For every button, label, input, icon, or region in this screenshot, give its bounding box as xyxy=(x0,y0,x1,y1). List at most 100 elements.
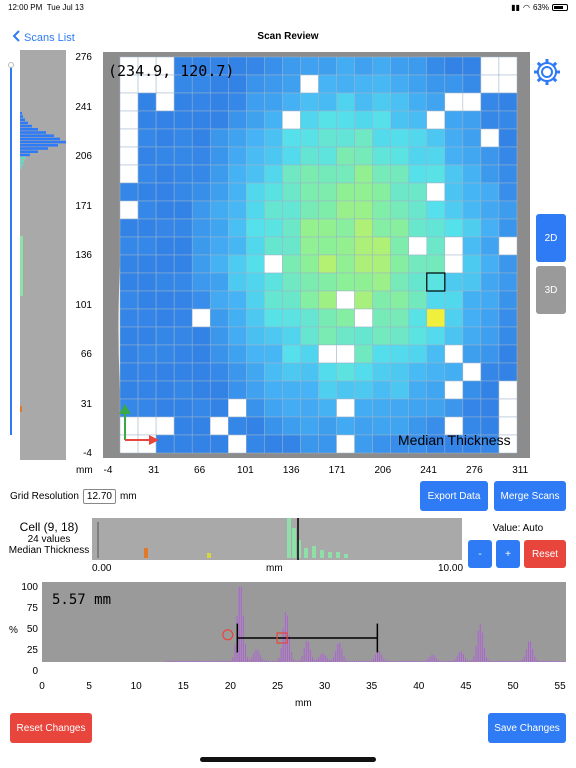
distribution-x-tick: 40 xyxy=(413,681,425,692)
heatmap-cell xyxy=(444,236,464,256)
heatmap-cell xyxy=(318,110,337,130)
side-hist-bar xyxy=(20,131,46,134)
heatmap-cell xyxy=(209,398,229,418)
heatmap-cell xyxy=(462,110,482,130)
heatmap-cell xyxy=(498,362,518,382)
heatmap-cell xyxy=(155,308,175,328)
heatmap-x-tick: 311 xyxy=(512,465,529,476)
heatmap-cell xyxy=(264,362,283,382)
decrease-button[interactable]: - xyxy=(468,540,492,568)
heatmap-cell xyxy=(282,434,301,454)
heatmap-cell xyxy=(137,110,157,130)
export-data-button[interactable]: Export Data xyxy=(420,481,488,511)
heatmap-cell xyxy=(155,146,175,166)
increase-button[interactable]: + xyxy=(496,540,520,568)
cell-hist-bar xyxy=(328,552,332,558)
heatmap-cell xyxy=(480,254,500,274)
heatmap-cell xyxy=(264,290,283,310)
heatmap-cell xyxy=(173,434,193,454)
scroll-knob[interactable] xyxy=(8,62,14,68)
value-reset-button[interactable]: Reset xyxy=(524,540,566,568)
heatmap-cell xyxy=(191,236,211,256)
heatmap-cell xyxy=(209,92,229,112)
heatmap-cell xyxy=(462,398,482,418)
heatmap-cell xyxy=(354,164,373,184)
heatmap-cell xyxy=(390,128,409,148)
heatmap-cell xyxy=(498,128,518,148)
side-hist-bar xyxy=(20,406,22,412)
heatmap-cell xyxy=(318,182,337,202)
heatmap-cell xyxy=(119,128,139,148)
back-button[interactable]: Scans List xyxy=(12,30,75,45)
heatmap-cell xyxy=(119,218,139,238)
reset-changes-button[interactable]: Reset Changes xyxy=(10,713,92,743)
heatmap-cell xyxy=(390,254,409,274)
heatmap-cell xyxy=(191,272,211,292)
heatmap-cell xyxy=(155,164,175,184)
heatmap-cell xyxy=(246,182,265,202)
heatmap-cell xyxy=(282,56,301,76)
heatmap-cell xyxy=(408,290,428,310)
heatmap-cell xyxy=(209,344,229,364)
heatmap-cell xyxy=(155,380,175,400)
heatmap-cell xyxy=(300,236,319,256)
side-hist-bar xyxy=(20,236,23,296)
heatmap-cell xyxy=(336,218,355,238)
median-marker-icon xyxy=(276,632,288,644)
heatmap-y-tick: 66 xyxy=(80,349,92,360)
heatmap-cell xyxy=(426,92,446,112)
heatmap-cell xyxy=(462,200,482,220)
heatmap-cell xyxy=(300,92,319,112)
heatmap-cell xyxy=(300,272,319,292)
nav-bar: Scans List Scan Review xyxy=(0,26,576,50)
heatmap-cell xyxy=(282,236,301,256)
heatmap-cell xyxy=(137,92,157,112)
heatmap-cell xyxy=(173,416,193,436)
distribution-x-tick: 0 xyxy=(39,681,45,692)
heatmap-cell xyxy=(173,146,193,166)
heatmap-cell xyxy=(191,398,211,418)
heatmap-cell xyxy=(390,308,409,328)
heatmap-cell xyxy=(390,92,409,112)
heatmap-cell xyxy=(264,218,283,238)
thickness-heatmap[interactable] xyxy=(103,52,530,458)
heatmap-cell xyxy=(426,164,446,184)
heatmap-cell xyxy=(390,362,409,382)
cell-hist-bar xyxy=(344,554,348,558)
save-changes-button[interactable]: Save Changes xyxy=(488,713,566,743)
side-hist-bar xyxy=(20,147,48,150)
heatmap-cell xyxy=(119,416,139,436)
heatmap-cell xyxy=(228,290,247,310)
heatmap-cell xyxy=(336,128,355,148)
mode-3d-button[interactable]: 3D xyxy=(536,266,566,314)
side-hist-bar xyxy=(20,115,23,118)
heatmap-cell xyxy=(282,254,301,274)
heatmap-cell xyxy=(173,236,193,256)
grid-resolution-input[interactable]: 12.70 xyxy=(82,489,116,504)
heatmap-cell xyxy=(282,74,301,94)
heatmap-cell xyxy=(137,146,157,166)
distribution-x-tick: 25 xyxy=(271,681,284,692)
cell-histogram[interactable] xyxy=(92,518,462,560)
cell-hist-bar xyxy=(144,548,148,558)
heatmap-cell xyxy=(246,128,265,148)
heatmap-cell xyxy=(480,326,500,346)
vertical-scrollbar[interactable] xyxy=(10,65,12,435)
heatmap-cell xyxy=(372,128,391,148)
heatmap-cell xyxy=(444,254,464,274)
heatmap-cell xyxy=(390,236,409,256)
merge-scans-button[interactable]: Merge Scans xyxy=(494,481,566,511)
heatmap-cell xyxy=(228,380,247,400)
heatmap-x-tick: -4 xyxy=(103,465,113,476)
distribution-bars xyxy=(165,586,565,662)
heatmap-y-tick: 206 xyxy=(75,151,92,162)
heatmap-cell xyxy=(462,164,482,184)
thickness-distribution-chart[interactable] xyxy=(0,578,576,718)
heatmap-cell xyxy=(209,362,229,382)
distribution-x-label: mm xyxy=(295,698,312,709)
mode-2d-button[interactable]: 2D xyxy=(536,214,566,262)
cell-hist-bar xyxy=(304,548,308,558)
settings-gear-icon[interactable] xyxy=(532,57,562,87)
heatmap-cell xyxy=(444,110,464,130)
heatmap-cell xyxy=(480,164,500,184)
